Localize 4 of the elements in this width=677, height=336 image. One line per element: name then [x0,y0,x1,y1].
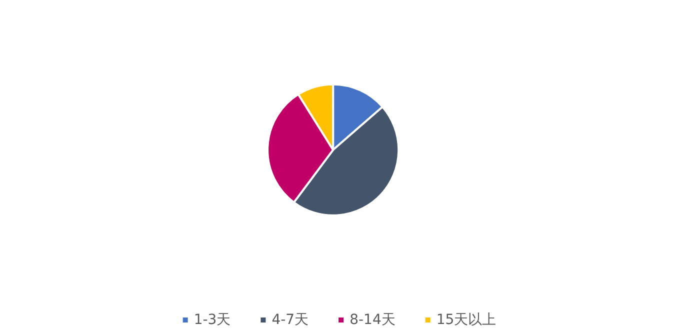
legend-label: 15天以上 [436,312,496,328]
legend-label: 1-3天 [194,312,231,328]
legend-label: 8-14天 [350,312,396,328]
legend-label: 4-7天 [272,312,309,328]
